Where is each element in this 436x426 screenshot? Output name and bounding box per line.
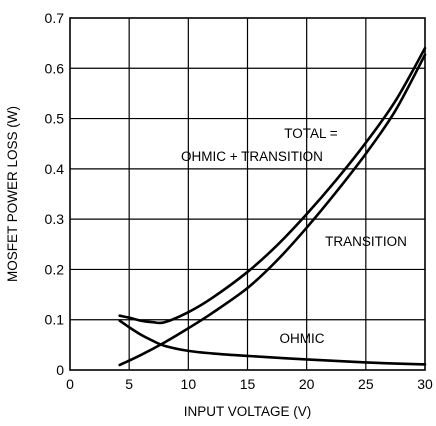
transition-curve <box>118 53 427 367</box>
x-tick-label: 15 <box>240 376 256 392</box>
x-tick-label: 30 <box>417 376 433 392</box>
curves <box>118 46 427 367</box>
tick-labels: 0 5 10 15 20 25 30 0 0.1 0.2 0.3 0.4 0.5 0.6 0.7 <box>45 10 433 392</box>
y-tick-label: 0.1 <box>45 312 65 328</box>
y-tick-label: 0.2 <box>45 261 65 277</box>
x-tick-label: 25 <box>358 376 374 392</box>
x-tick-label: 10 <box>181 376 197 392</box>
y-tick-label: 0.5 <box>45 111 65 127</box>
y-tick-label: 0.4 <box>45 161 65 177</box>
transition-annotation: TRANSITION <box>325 234 407 249</box>
total-annotation-line1: TOTAL = <box>284 126 338 141</box>
y-tick-label: 0.6 <box>45 60 65 76</box>
y-axis-label: MOSFET POWER LOSS (W) <box>5 106 20 282</box>
x-axis-label: INPUT VOLTAGE (V) <box>184 404 312 419</box>
ohmic-annotation: OHMIC <box>280 331 325 346</box>
ohmic-curve <box>118 319 427 366</box>
plot-frame <box>69 17 426 371</box>
y-tick-label: 0.3 <box>45 211 65 227</box>
total-annotation-line2: OHMIC + TRANSITION <box>181 149 323 164</box>
y-tick-label: 0 <box>56 362 64 378</box>
y-tick-label: 0.7 <box>45 10 65 26</box>
x-tick-label: 0 <box>66 376 74 392</box>
grid <box>70 18 425 370</box>
x-tick-label: 5 <box>125 376 133 392</box>
x-tick-label: 20 <box>299 376 315 392</box>
total-curve <box>118 46 427 325</box>
